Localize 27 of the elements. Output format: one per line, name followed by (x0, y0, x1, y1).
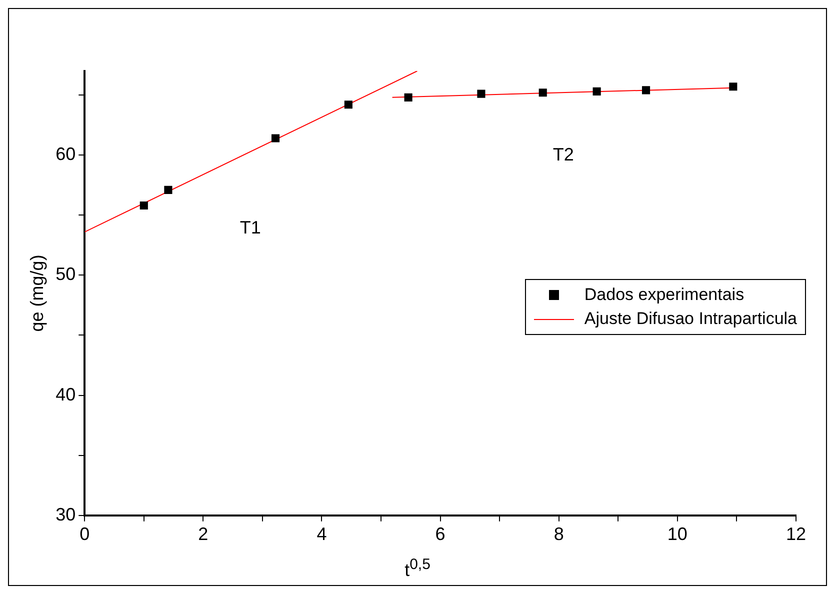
point (538, 88, 547, 97)
y-tick-label: 50 (56, 264, 76, 284)
x-tick-label: 2 (198, 524, 208, 544)
y-tick-label: 60 (56, 144, 76, 164)
point (344, 100, 352, 109)
x-tick-label: 10 (667, 524, 688, 544)
point (271, 134, 280, 142)
point (477, 90, 486, 98)
point (642, 86, 650, 94)
point (404, 93, 412, 102)
point (592, 87, 601, 96)
legend-label: Ajuste Difusao Intraparticula (584, 308, 797, 330)
y-tick-label: 40 (56, 384, 76, 404)
x-tick-label: 4 (316, 524, 327, 544)
legend-label: Dados experimentais (584, 284, 744, 306)
x-tick-label: 8 (554, 524, 564, 544)
x-tick-label: 0 (80, 524, 90, 544)
x-axis-title: t$^{0,5}$ (404, 556, 432, 581)
point (729, 82, 738, 91)
annotation: T1 (240, 218, 261, 238)
point (140, 201, 148, 210)
y-axis-title: qe (mg/g) (26, 254, 47, 332)
point (164, 186, 172, 194)
y-tick-label: 30 (56, 504, 76, 524)
annotation: T2 (552, 144, 574, 164)
x-tick-label: 12 (786, 524, 806, 544)
x-tick-label: 6 (435, 524, 446, 544)
